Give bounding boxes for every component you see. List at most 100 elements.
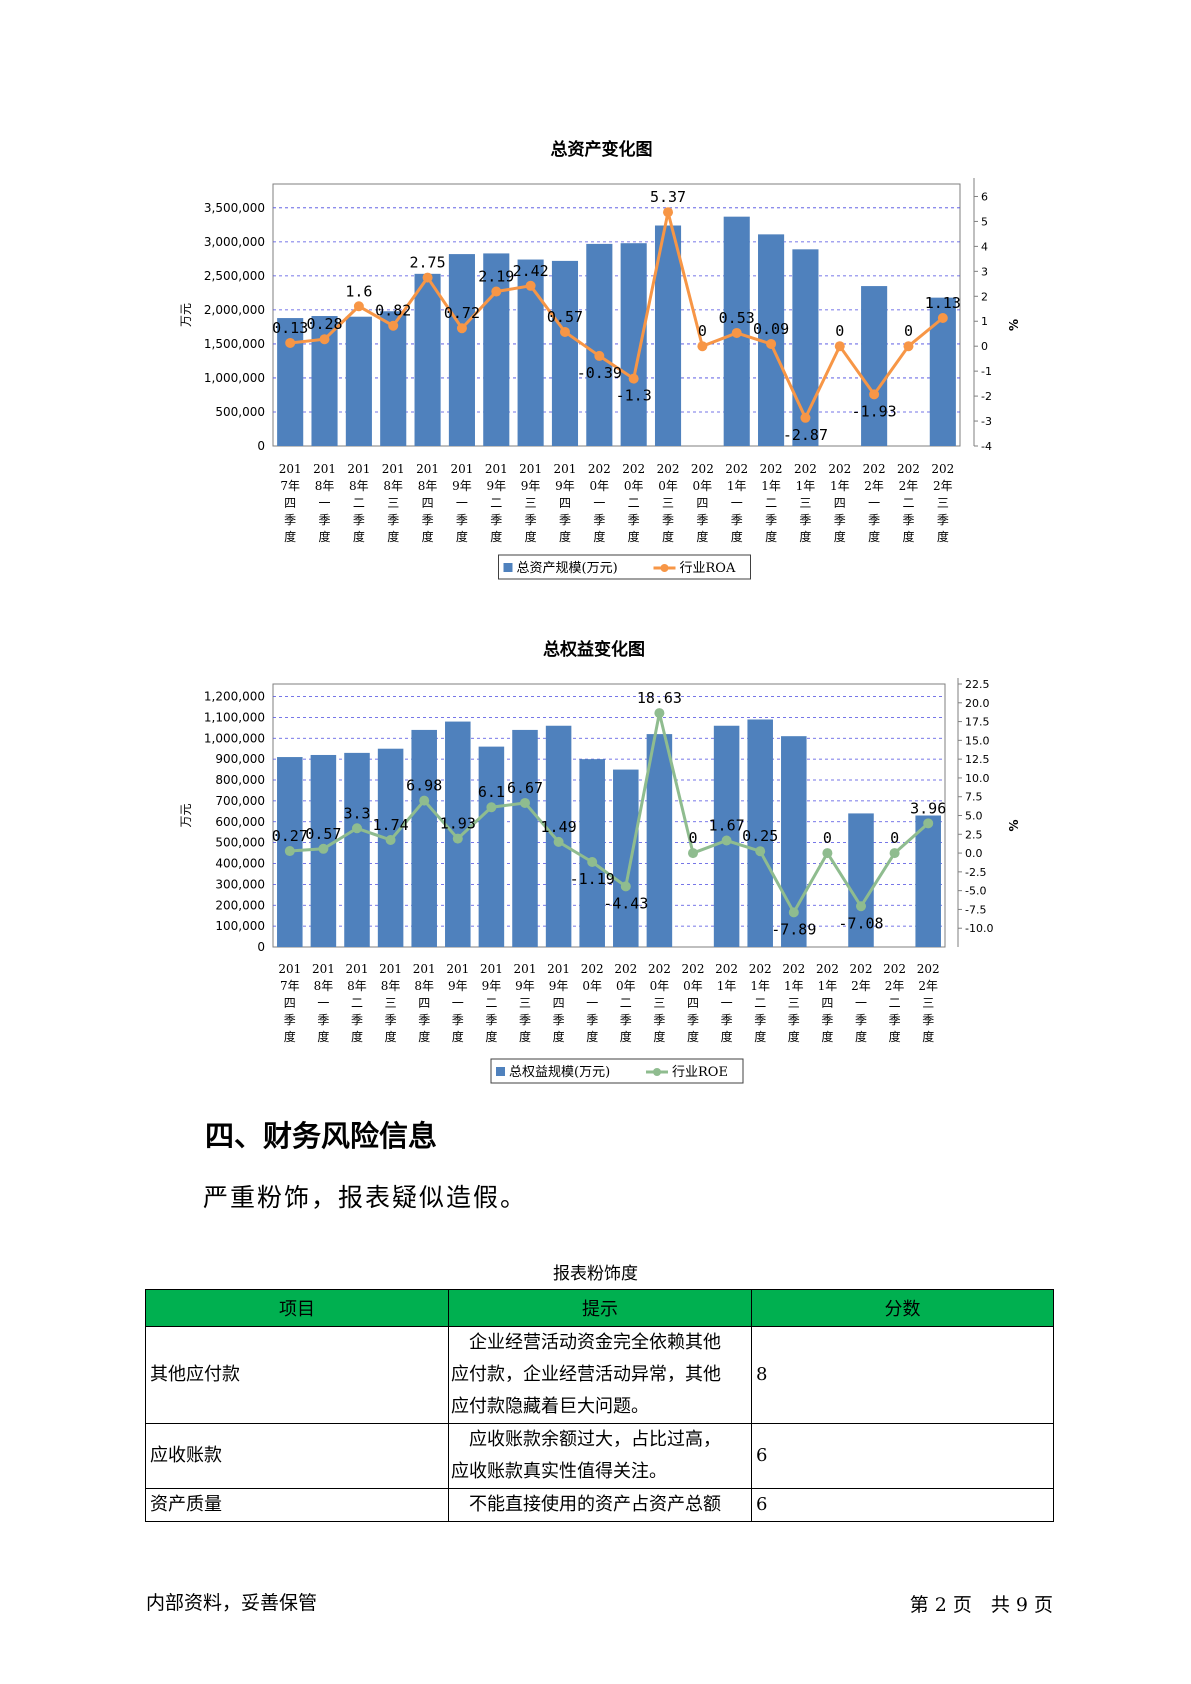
legend-line-marker xyxy=(660,564,669,572)
hint-line: 应付款，企业经营活动异常，其他 xyxy=(451,1364,721,1385)
line-point xyxy=(889,848,900,859)
header-item: 项目 xyxy=(145,1289,449,1327)
category-label: 度 xyxy=(485,1029,497,1044)
left-tick-label: 400,000 xyxy=(215,857,265,871)
data-label: 18.63 xyxy=(637,689,682,707)
line-series xyxy=(289,712,930,916)
right-tick-label: 7.5 xyxy=(965,791,983,804)
bar xyxy=(545,725,572,947)
line-point xyxy=(721,835,732,846)
left-tick-label: 1,000,000 xyxy=(204,731,265,745)
category-label: 8年 xyxy=(414,979,434,993)
data-label: -7.08 xyxy=(838,914,883,932)
category-label: 季 xyxy=(662,513,674,527)
category-label: 四 xyxy=(422,496,434,510)
right-axis-title: % xyxy=(1007,819,1021,831)
category-label: 季 xyxy=(284,513,296,527)
plot-area xyxy=(272,183,961,447)
category-label: 季 xyxy=(593,513,605,527)
category-label: 度 xyxy=(418,1029,430,1044)
hint-line: 不能直接使用的资产占资产总额 xyxy=(451,1494,721,1515)
table-row: 应收账款 应收账款余额过大，占比过高， 应收账款真实性值得关注。 6 xyxy=(145,1423,1054,1489)
category-label: 9年 xyxy=(549,979,569,993)
data-label: -1.3 xyxy=(616,387,652,405)
category-label: 季 xyxy=(422,513,434,527)
bar xyxy=(861,286,888,446)
category-label: 0年 xyxy=(683,979,703,993)
category-label: 度 xyxy=(788,1029,800,1044)
left-tick-label: 2,500,000 xyxy=(204,269,265,283)
category-label: 度 xyxy=(519,1029,531,1044)
category-label: 8年 xyxy=(349,479,369,493)
left-tick-label: 700,000 xyxy=(215,794,265,808)
category-label: 季 xyxy=(490,513,502,527)
data-label: 0.72 xyxy=(444,304,480,322)
category-label: 三 xyxy=(788,996,800,1010)
category-label: 季 xyxy=(519,1013,531,1027)
bar xyxy=(579,759,605,947)
category-label: 度 xyxy=(620,1029,632,1044)
category-label: 三 xyxy=(385,996,397,1010)
category-label: 9年 xyxy=(448,979,468,993)
category-label: 季 xyxy=(922,1013,934,1027)
category-label: 度 xyxy=(721,1029,733,1044)
category-label: 一 xyxy=(317,996,329,1010)
category-label: 8年 xyxy=(314,979,334,993)
category-label: 202 xyxy=(614,962,637,976)
category-label: 四 xyxy=(284,496,296,510)
data-label: 0.25 xyxy=(742,827,778,845)
data-label: 0.57 xyxy=(547,308,583,326)
line-point xyxy=(620,881,631,892)
category-label: 季 xyxy=(317,1013,329,1027)
right-tick-label: 12.5 xyxy=(965,753,990,766)
data-label: 1.49 xyxy=(541,818,577,836)
category-label: 1年 xyxy=(761,479,781,493)
table-row: 其他应付款 企业经营活动资金完全依赖其他 应付款，企业经营活动异常，其他 应付款… xyxy=(145,1326,1054,1424)
line-point xyxy=(937,312,948,323)
left-tick-label: 1,500,000 xyxy=(204,337,265,351)
right-tick-label: 4 xyxy=(981,240,988,253)
left-tick-label: 3,500,000 xyxy=(204,201,265,215)
category-label: 季 xyxy=(553,1013,565,1027)
legend-box xyxy=(490,1058,744,1084)
category-label: 度 xyxy=(593,529,605,544)
category-label: 9年 xyxy=(515,979,535,993)
category-label: 0年 xyxy=(624,479,644,493)
category-label: 度 xyxy=(821,1029,833,1044)
right-tick-label: 2 xyxy=(981,290,988,303)
data-label: 1.13 xyxy=(925,294,961,312)
category-label: 度 xyxy=(553,1029,565,1044)
category-label: 二 xyxy=(765,496,777,510)
category-label: 季 xyxy=(855,1013,867,1027)
category-label: 201 xyxy=(379,962,402,976)
row-item: 应收账款 xyxy=(145,1423,449,1489)
category-label: 8年 xyxy=(315,479,335,493)
category-label: 度 xyxy=(834,529,846,544)
data-label: 5.37 xyxy=(650,188,686,206)
category-label: 202 xyxy=(725,462,748,476)
category-label: 季 xyxy=(788,1013,800,1027)
category-label: 0年 xyxy=(590,479,610,493)
line-point xyxy=(903,341,914,352)
category-label: 1年 xyxy=(784,979,804,993)
category-label: 201 xyxy=(416,462,439,476)
window-dressing-table: 项目 提示 分数 其他应付款 企业经营活动资金完全依赖其他 应付款，企业经营活动… xyxy=(145,1289,1054,1522)
category-label: 度 xyxy=(765,529,777,544)
left-axis-title: 万元 xyxy=(179,303,193,327)
data-label: 1.67 xyxy=(709,817,745,835)
category-label: 度 xyxy=(284,529,296,544)
category-label: 2年 xyxy=(851,979,871,993)
right-tick-label: 17.5 xyxy=(965,716,990,729)
category-label: 季 xyxy=(754,1013,766,1027)
category-label: 二 xyxy=(353,496,365,510)
right-tick-label: 0.0 xyxy=(965,847,983,860)
data-label: 3.96 xyxy=(910,799,946,817)
legend-line-label: 行业ROE xyxy=(672,1065,728,1080)
right-tick-label: 10.0 xyxy=(965,772,990,785)
total-assets-chart: 总资产变化图 3,500,000 3,000,000 2,500,000 2,000,0… xyxy=(0,140,1191,600)
category-label: 度 xyxy=(653,1029,665,1044)
legend-bar-swatch xyxy=(503,563,513,572)
right-tick-label: -3 xyxy=(981,415,992,428)
right-tick-label: -4 xyxy=(981,440,992,453)
category-label: 0年 xyxy=(693,479,713,493)
